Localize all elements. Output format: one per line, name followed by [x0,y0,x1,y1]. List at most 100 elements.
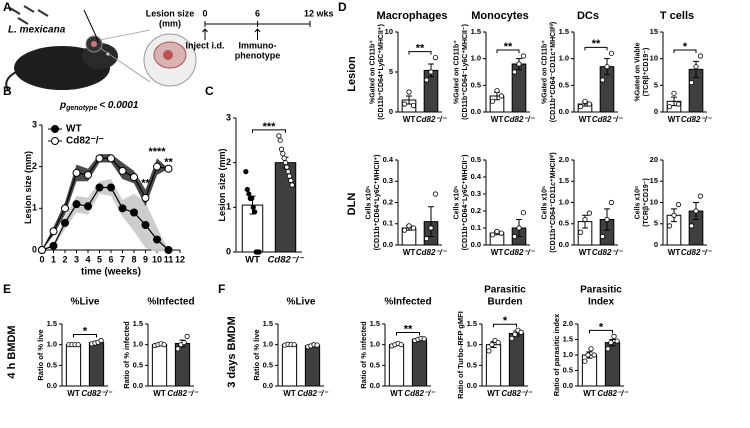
bar [88,342,105,387]
data-point [423,77,430,83]
annotation-rest: < 0.0001 [99,100,139,111]
x-tick-label: 3 [74,254,79,264]
x-tick-label: WT [153,389,166,398]
chart-title: %Infected [147,297,194,308]
significance-label: ** [404,323,413,335]
chart-title: Macrophages [377,10,448,22]
y-tick-label: 0 [654,107,658,116]
error-bar [671,96,677,107]
panel-label: D [338,0,347,14]
x-tick-label: WT [403,248,416,257]
error-bar [693,60,699,78]
bar [281,344,298,387]
y-tick-label: 0.5 [133,360,143,369]
y-tick-label: 0.5 [559,219,569,228]
y-axis-label: Ratio of % infected [359,321,368,389]
data-point [509,335,515,342]
event-arrow [202,28,208,40]
y-tick-label: 0.0 [133,381,143,390]
data-point [175,346,181,352]
data-point [489,98,496,104]
x-tick-label: 2 [62,254,67,264]
data-point [489,342,495,348]
mouse-tail [5,71,17,91]
x-tick-label: Cd82⁻/⁻ [504,115,535,124]
series-point [95,154,104,163]
data-point [181,339,187,346]
significance-bracket [408,51,432,55]
x-tick-label: WT [583,389,596,398]
y-tick-label: 1.0 [263,340,273,349]
data-point [586,210,593,216]
bar [304,344,321,387]
y-tick-label: 0.4 [471,172,482,181]
x-tick-label: WT [668,248,681,257]
y-tick-label: 1.0 [133,340,143,349]
y-axis-label: (TCRβ⁺CD19⁻) [643,178,650,227]
series-point [72,200,81,209]
data-point [249,195,255,201]
x-tick-label: Cd82⁻/⁻ [501,389,532,398]
x-tick-label: 12 [175,254,185,264]
data-point [494,88,500,94]
data-point [277,137,283,143]
data-point [688,223,695,229]
data-point [693,64,699,70]
series-point [107,154,115,163]
data-point [288,177,294,184]
data-point [285,169,291,175]
event-label: Immuno- [239,40,277,50]
error-band [42,179,169,253]
y-tick-label: 10 [650,197,658,206]
y-tick-label: 0.2 [383,197,393,206]
data-point [278,146,285,152]
data-point [586,101,593,107]
data-point [401,227,408,233]
data-point [423,236,430,242]
y-tick-label: 1.0 [471,54,481,63]
x-tick-label: Cd82⁻/⁻ [416,115,447,124]
significance-label: * [83,325,88,337]
data-point [314,342,320,348]
x-tick-label: 6 [108,254,113,264]
y-tick-label: 1.5 [559,27,569,36]
data-point [410,225,417,231]
y-tick-label: 1.5 [370,319,380,328]
y-axis-label: Ratio of parasitic index [552,313,561,396]
y-tick-label: 1.0 [559,54,569,63]
y-axis-label: Cells x10⁵ [365,186,372,220]
y-tick-label: 5 [389,67,393,76]
y-tick-label: 1.5 [559,176,569,185]
y-tick-label: 0.0 [563,381,573,390]
x-tick-label: WT [487,389,500,398]
y-tick-label: 2.0 [559,155,569,164]
data-point [611,333,617,339]
data-point [512,331,518,337]
data-point [281,155,287,161]
y-axis-label: (CD11b⁺CD64⁺Ly6C⁺MHCII⁺) [378,24,385,120]
series-point [84,202,92,211]
x-tick-label: Cd82⁻/⁻ [81,389,112,398]
x-tick-label: Cd82⁻/⁻ [167,389,198,398]
data-point [410,103,417,109]
bar [151,344,168,387]
y-tick-label: 1.0 [563,350,573,359]
data-point [591,352,597,358]
data-point [289,182,295,188]
chart-title: Monocytes [471,10,528,22]
data-point [518,329,524,335]
chart-title: Burden [488,297,523,308]
data-point [280,151,286,157]
y-axis-label: (TCRβ⁺CD19⁻) [643,48,650,97]
series-point [95,183,104,192]
y-tick-label: 2 [226,157,231,167]
chart-title: %Live [71,297,100,308]
y-tick-label: 1 [226,202,231,212]
y-tick-label: 0.0 [471,107,481,116]
y-tick-label: 0.0 [471,240,481,249]
y-tick-label: 1.5 [471,27,481,36]
annotation: pgenotype < 0.0001 [59,100,139,112]
data-point [671,90,677,96]
data-point [161,342,167,348]
